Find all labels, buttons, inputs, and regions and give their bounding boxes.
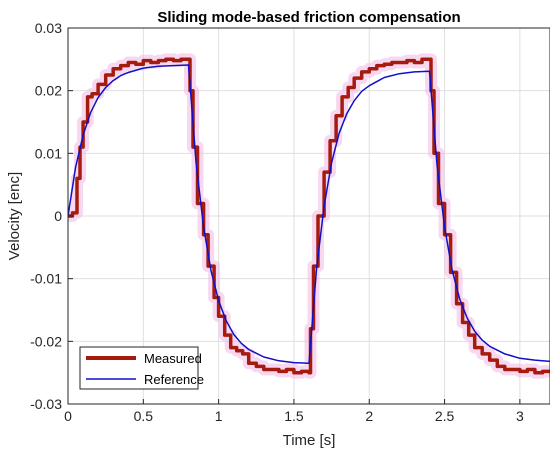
series-layer <box>68 53 550 379</box>
legend-box <box>79 346 199 390</box>
chart-title: Sliding mode-based friction compensation <box>157 9 460 26</box>
x-tick-label: 0.5 <box>134 408 154 424</box>
y-tick-label: 0.01 <box>35 145 62 161</box>
y-tick-label: -0.03 <box>30 396 62 412</box>
legend-label-reference: Reference <box>144 372 204 387</box>
x-tick-label: 1 <box>215 408 223 424</box>
x-tick-label: 1.5 <box>284 408 304 424</box>
y-axis-title: Velocity [enc] <box>6 172 23 260</box>
tick-layer: 0 0.5 1 1.5 2 2.5 3 0.03 0.02 0.01 0 -0.01 -0.02 -0.0… <box>30 20 524 424</box>
y-tick-label: -0.02 <box>30 333 62 349</box>
x-axis-title: Time [s] <box>283 432 336 449</box>
x-tick-label: 3 <box>516 408 524 424</box>
series-group <box>68 53 550 379</box>
legend: Measured Reference <box>79 346 204 390</box>
y-tick-label: 0.03 <box>35 20 62 36</box>
y-tick-label: -0.01 <box>30 271 62 287</box>
x-tick-label: 2.5 <box>435 408 455 424</box>
x-tick-label: 2 <box>365 408 373 424</box>
series-line-reference <box>68 64 550 365</box>
y-tick-label: 0 <box>54 208 62 224</box>
y-tick-label: 0.02 <box>35 83 62 99</box>
series-line-measured <box>68 57 550 375</box>
legend-label-measured: Measured <box>144 351 202 366</box>
x-tick-label: 0 <box>64 408 72 424</box>
